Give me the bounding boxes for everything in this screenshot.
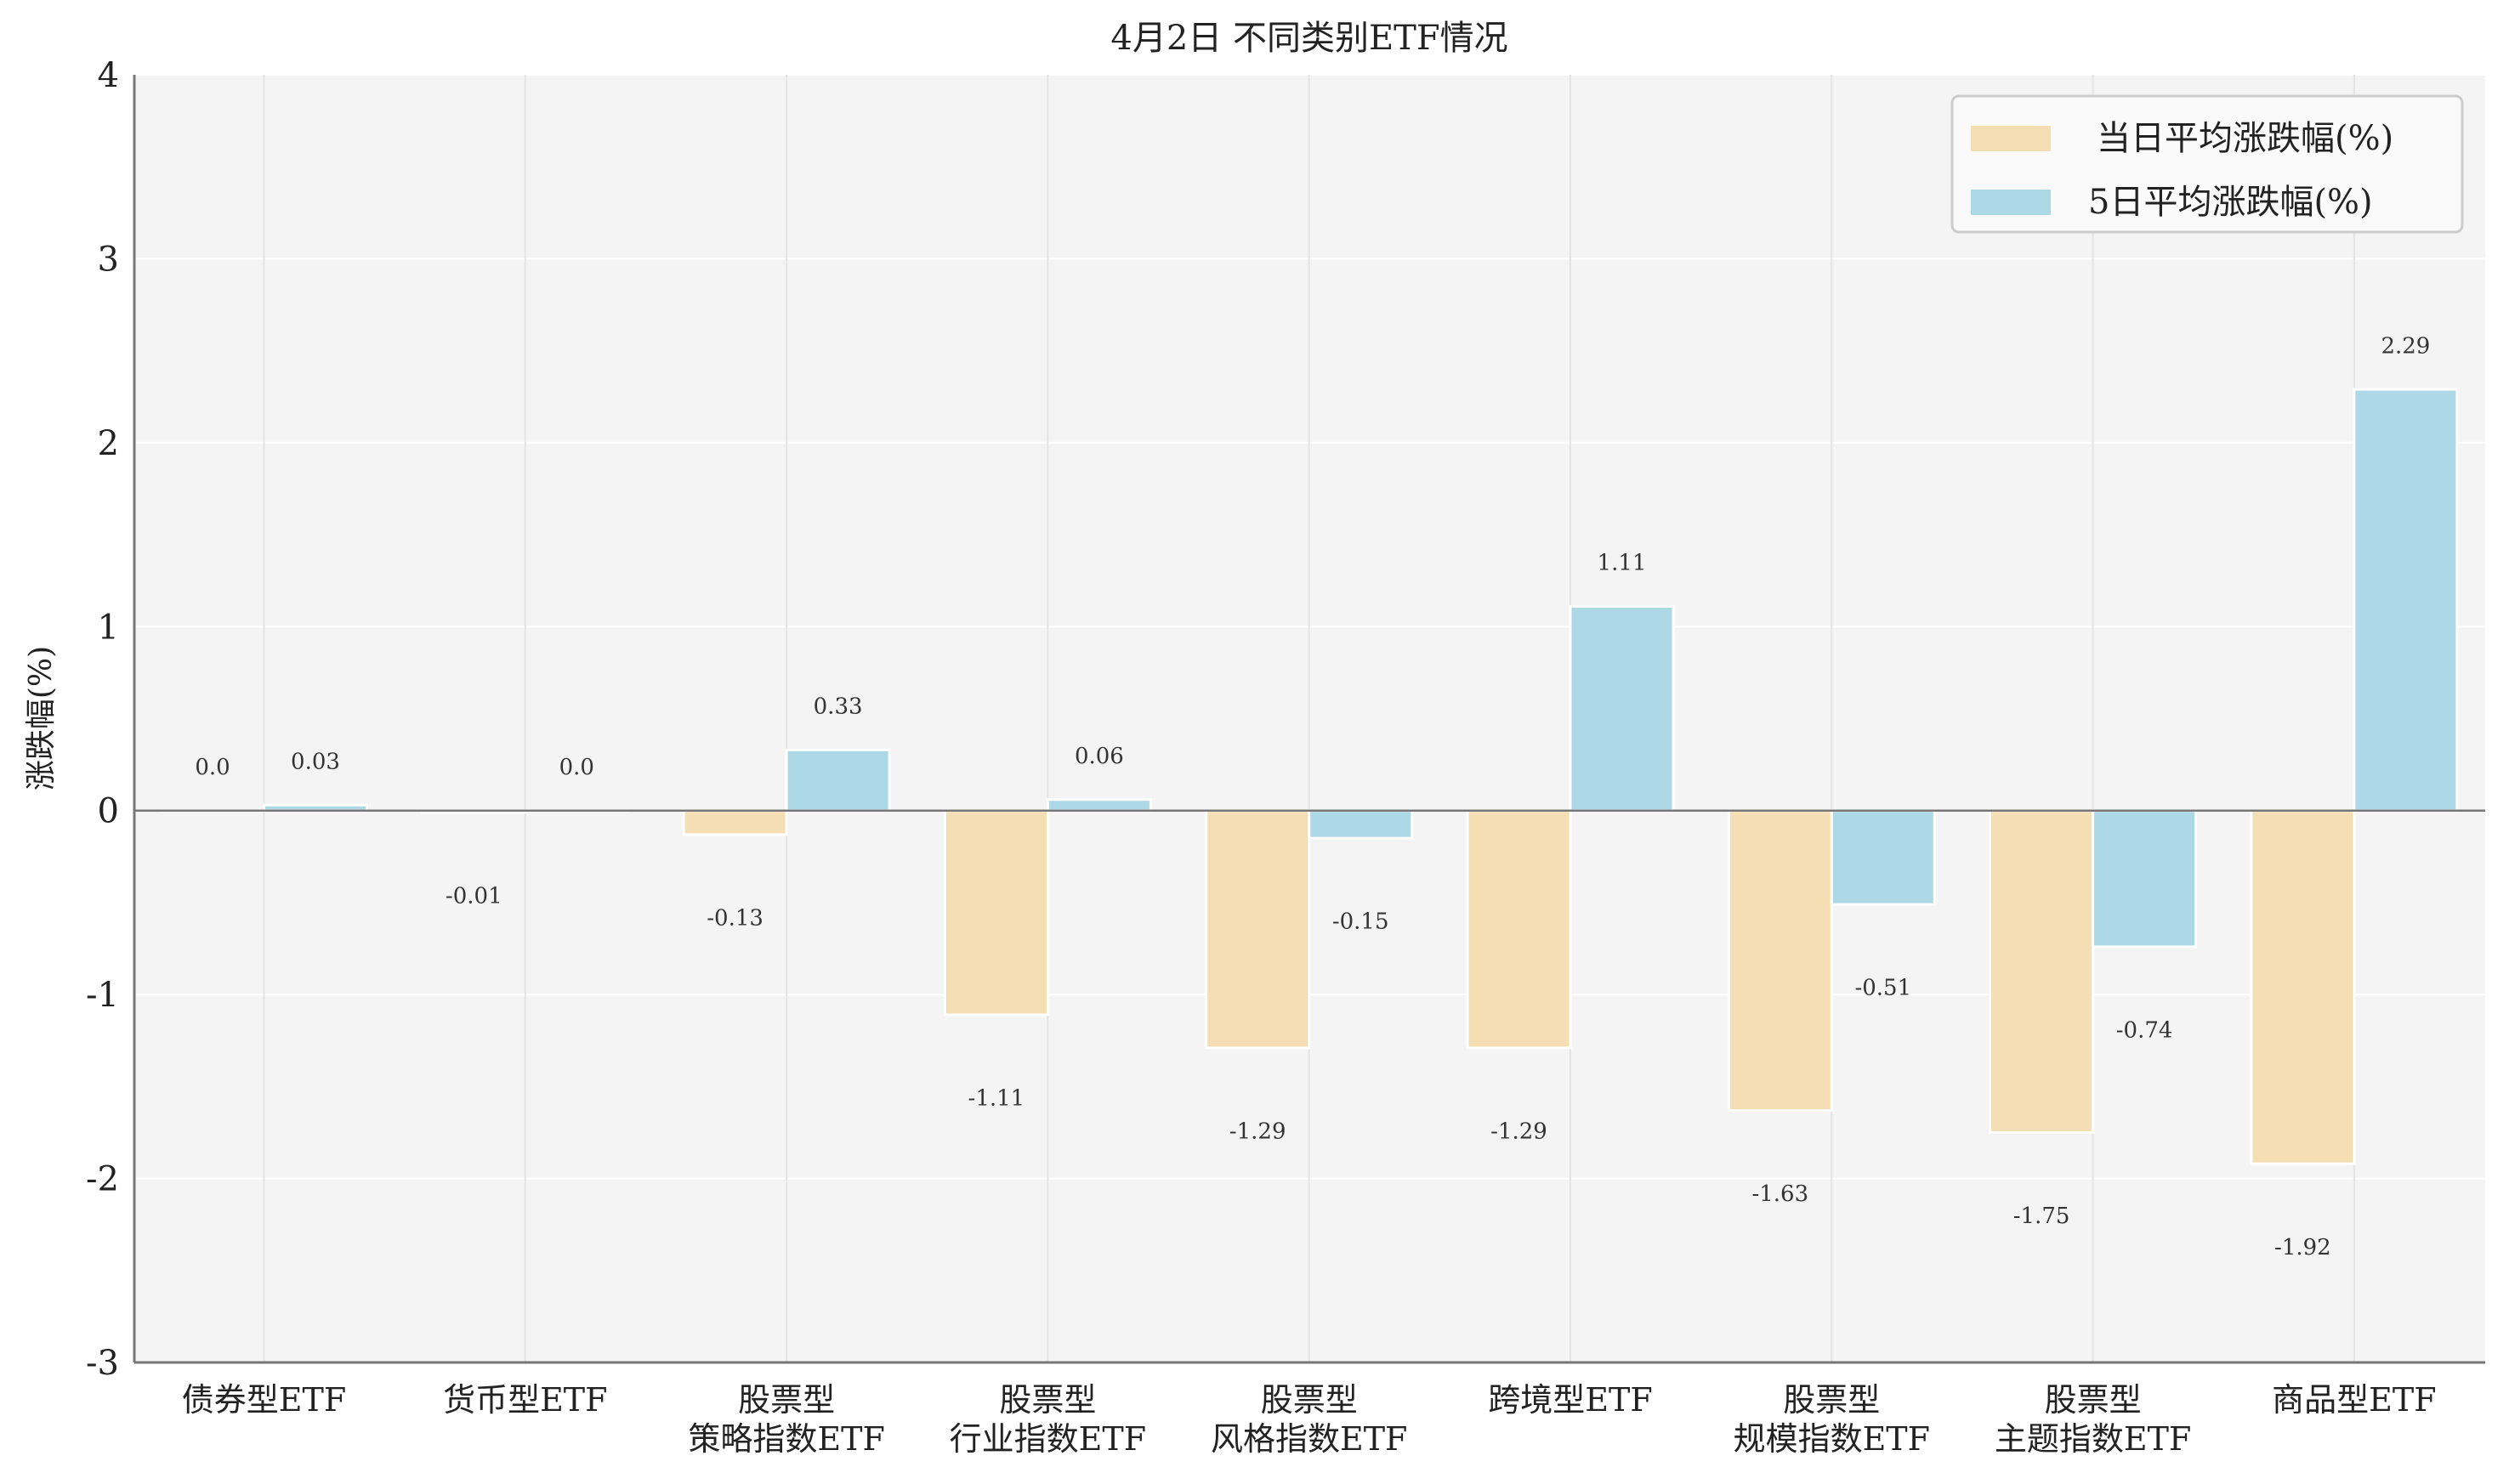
data-label: -0.15: [1332, 909, 1389, 935]
legend-swatch: [1971, 126, 2051, 151]
data-label: 2.29: [2381, 333, 2430, 359]
data-label: 0.03: [291, 749, 340, 774]
bar-daily: [943, 809, 1049, 1017]
chart-title: 4月2日 不同类别ETF情况: [1110, 19, 1507, 58]
data-label: 0.06: [1075, 744, 1124, 769]
bar-5day: [785, 748, 891, 813]
y-tick-label: 3: [98, 240, 119, 279]
x-tick-label: 风格指数ETF: [1211, 1420, 1407, 1458]
data-label: 0.0: [559, 755, 594, 780]
x-tick-label: 主题指数ETF: [1995, 1420, 2191, 1458]
data-label: -1.29: [1229, 1119, 1286, 1144]
y-axis-label: 涨跌幅(%): [24, 646, 59, 790]
y-tick-label: 1: [98, 608, 119, 647]
y-tick-label: 2: [98, 424, 119, 463]
data-label: -1.92: [2274, 1235, 2331, 1260]
bar-daily: [1989, 809, 2095, 1134]
data-label: 0.0: [195, 755, 230, 780]
bar-daily: [1205, 809, 1311, 1050]
bar-5day: [2092, 809, 2198, 949]
bar-5day: [1830, 809, 1936, 906]
y-tick-label: -3: [86, 1344, 119, 1383]
x-tick-label: 股票型: [738, 1381, 835, 1419]
x-tick-label: 货币型ETF: [443, 1381, 607, 1419]
legend-box: [1950, 94, 2464, 234]
data-label: -1.75: [2013, 1204, 2070, 1229]
data-label: 1.11: [1598, 551, 1647, 576]
legend: 当日平均涨跌幅(%) 5日平均涨跌幅(%): [1950, 94, 2464, 234]
data-label: -1.63: [1751, 1181, 1808, 1207]
y-tick-label: 0: [98, 792, 119, 831]
bar-daily: [1466, 809, 1572, 1050]
y-tick-label: -1: [86, 976, 119, 1015]
x-tick-label: 股票型: [999, 1381, 1096, 1419]
bar-5day: [2353, 388, 2459, 813]
bar-5day: [1046, 798, 1152, 813]
y-tick-label: -2: [86, 1160, 119, 1199]
x-tick-label: 股票型: [1783, 1381, 1880, 1419]
bar-5day: [1569, 604, 1675, 813]
x-tick-label: 规模指数ETF: [1734, 1420, 1930, 1458]
legend-swatch: [1971, 190, 2051, 215]
data-label: 0.33: [814, 694, 863, 720]
legend-label: 5日平均涨跌幅(%): [2088, 183, 2373, 222]
x-tick-label: 股票型: [2045, 1381, 2142, 1419]
bar-daily: [1727, 809, 1833, 1112]
x-tick-label: 行业指数ETF: [950, 1420, 1146, 1458]
legend-label: 当日平均涨跌幅(%): [2097, 119, 2393, 158]
data-label: -1.29: [1490, 1119, 1547, 1144]
x-tick-label: 债券型ETF: [182, 1381, 346, 1419]
bar-5day: [1308, 809, 1414, 840]
data-label: -0.01: [446, 883, 502, 909]
bar-daily: [682, 809, 788, 836]
data-label: -0.13: [707, 905, 763, 931]
x-tick-label: 跨境型ETF: [1488, 1381, 1652, 1419]
data-label: -0.51: [1854, 976, 1911, 1001]
x-tick-label: 股票型: [1261, 1381, 1358, 1419]
data-label: -1.11: [968, 1086, 1025, 1112]
y-tick-label: 4: [98, 56, 119, 95]
bar-daily: [2250, 809, 2356, 1165]
x-tick-label: 商品型ETF: [2272, 1381, 2436, 1419]
data-label: -0.74: [2116, 1017, 2173, 1043]
x-tick-label: 策略指数ETF: [688, 1420, 884, 1458]
